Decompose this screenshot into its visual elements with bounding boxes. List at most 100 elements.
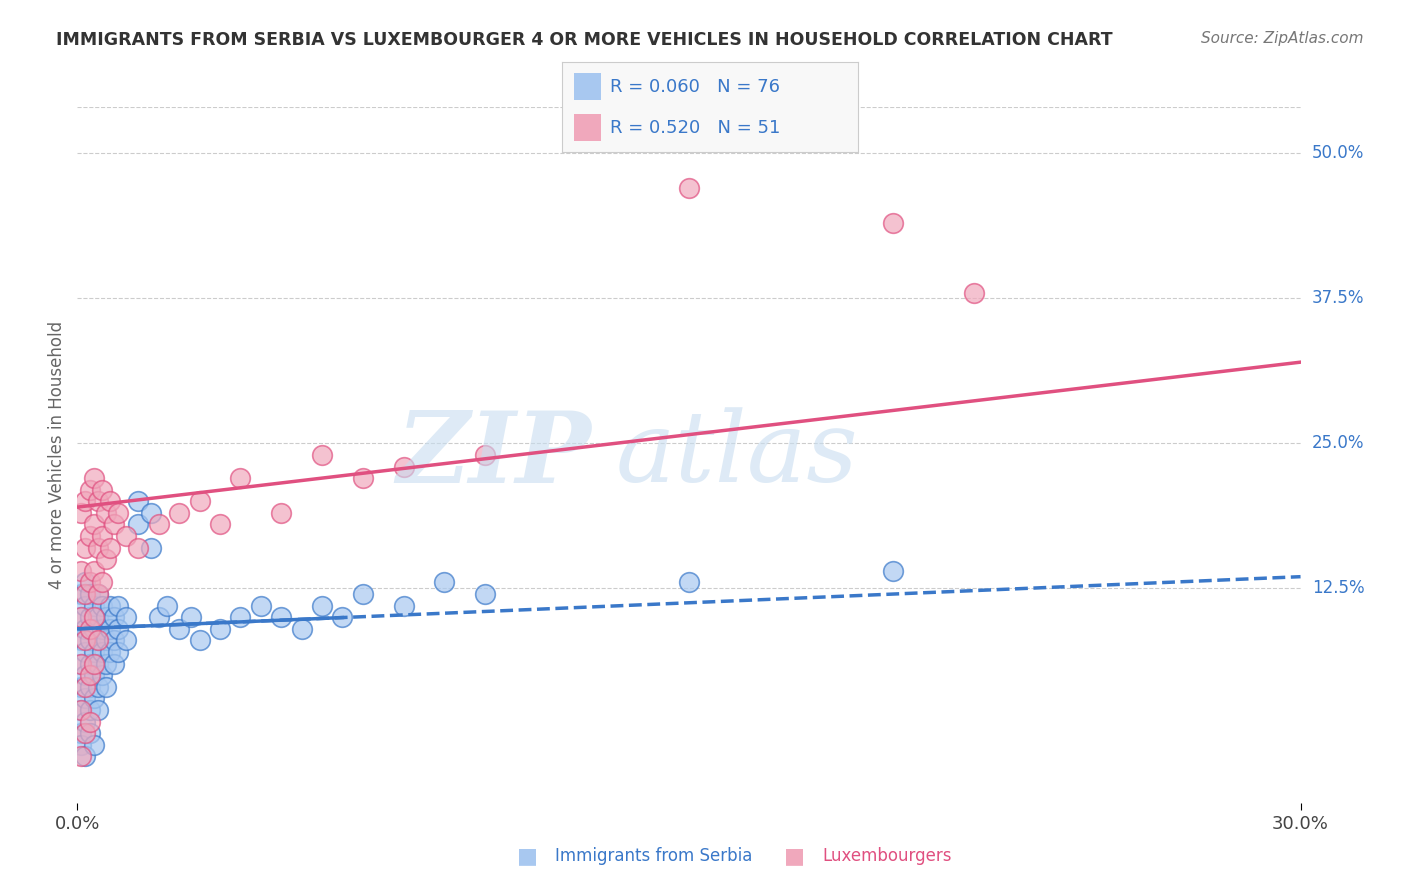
Point [882,564,904,578]
Point [75,622,97,636]
Point [83,610,105,624]
Point [75,680,97,694]
Point [87,633,110,648]
Point [678,181,700,195]
Point [98,645,121,659]
Text: ■: ■ [785,847,804,866]
Point [115,633,138,648]
Point [392,459,415,474]
Point [87,494,110,508]
Bar [574,114,600,141]
Point [87,703,110,717]
Y-axis label: 4 or more Vehicles in Household: 4 or more Vehicles in Household [48,321,66,589]
Point [94,633,117,648]
Point [75,691,97,706]
Point [169,506,191,520]
Point [474,587,496,601]
Point [70,680,93,694]
Text: 37.5%: 37.5% [1312,289,1364,308]
Point [70,738,93,752]
Point [103,657,125,671]
Point [90,668,112,682]
Point [70,703,93,717]
Point [94,657,117,671]
Point [75,714,97,729]
Point [169,622,191,636]
Point [79,529,101,543]
Point [156,599,179,613]
Point [139,506,162,520]
Point [70,703,93,717]
Point [115,610,138,624]
Point [75,494,97,508]
Point [75,633,97,648]
Point [139,541,162,555]
Point [79,657,101,671]
Point [103,633,125,648]
Point [208,622,231,636]
Point [90,575,112,590]
Point [290,622,312,636]
Point [79,703,101,717]
Point [79,587,101,601]
Point [87,680,110,694]
Point [83,564,105,578]
Point [75,749,97,764]
Point [103,517,125,532]
Text: ■: ■ [517,847,537,866]
Point [352,471,374,485]
Point [127,517,149,532]
Point [83,645,105,659]
Point [79,483,101,497]
Point [70,587,93,601]
Point [208,517,231,532]
Point [79,726,101,740]
Point [83,599,105,613]
Point [87,633,110,648]
Text: IMMIGRANTS FROM SERBIA VS LUXEMBOURGER 4 OR MORE VEHICLES IN HOUSEHOLD CORRELATI: IMMIGRANTS FROM SERBIA VS LUXEMBOURGER 4… [56,31,1114,49]
Point [87,541,110,555]
Point [90,599,112,613]
Point [98,541,121,555]
Text: atlas: atlas [616,408,858,502]
Point [70,657,93,671]
Point [115,529,138,543]
Point [87,657,110,671]
Point [79,575,101,590]
Point [433,575,456,590]
Text: ZIP: ZIP [396,407,591,503]
Point [75,541,97,555]
Point [107,645,129,659]
Point [83,691,105,706]
Point [70,749,93,764]
Point [70,564,93,578]
Point [250,599,273,613]
Text: Immigrants from Serbia: Immigrants from Serbia [555,847,752,865]
Point [98,622,121,636]
Text: 25.0%: 25.0% [1312,434,1364,452]
Point [79,610,101,624]
Text: 12.5%: 12.5% [1312,579,1364,598]
Point [311,599,333,613]
Point [98,494,121,508]
Point [94,552,117,566]
Point [963,285,986,300]
Point [94,506,117,520]
Point [90,529,112,543]
Point [83,668,105,682]
Point [392,599,415,613]
Point [107,622,129,636]
Point [70,726,93,740]
Text: Source: ZipAtlas.com: Source: ZipAtlas.com [1201,31,1364,46]
Point [332,610,354,624]
Point [352,587,374,601]
Point [79,622,101,636]
Point [79,633,101,648]
Point [94,680,117,694]
Point [90,645,112,659]
Point [474,448,496,462]
Point [83,622,105,636]
Point [79,680,101,694]
Point [127,541,149,555]
Point [107,506,129,520]
